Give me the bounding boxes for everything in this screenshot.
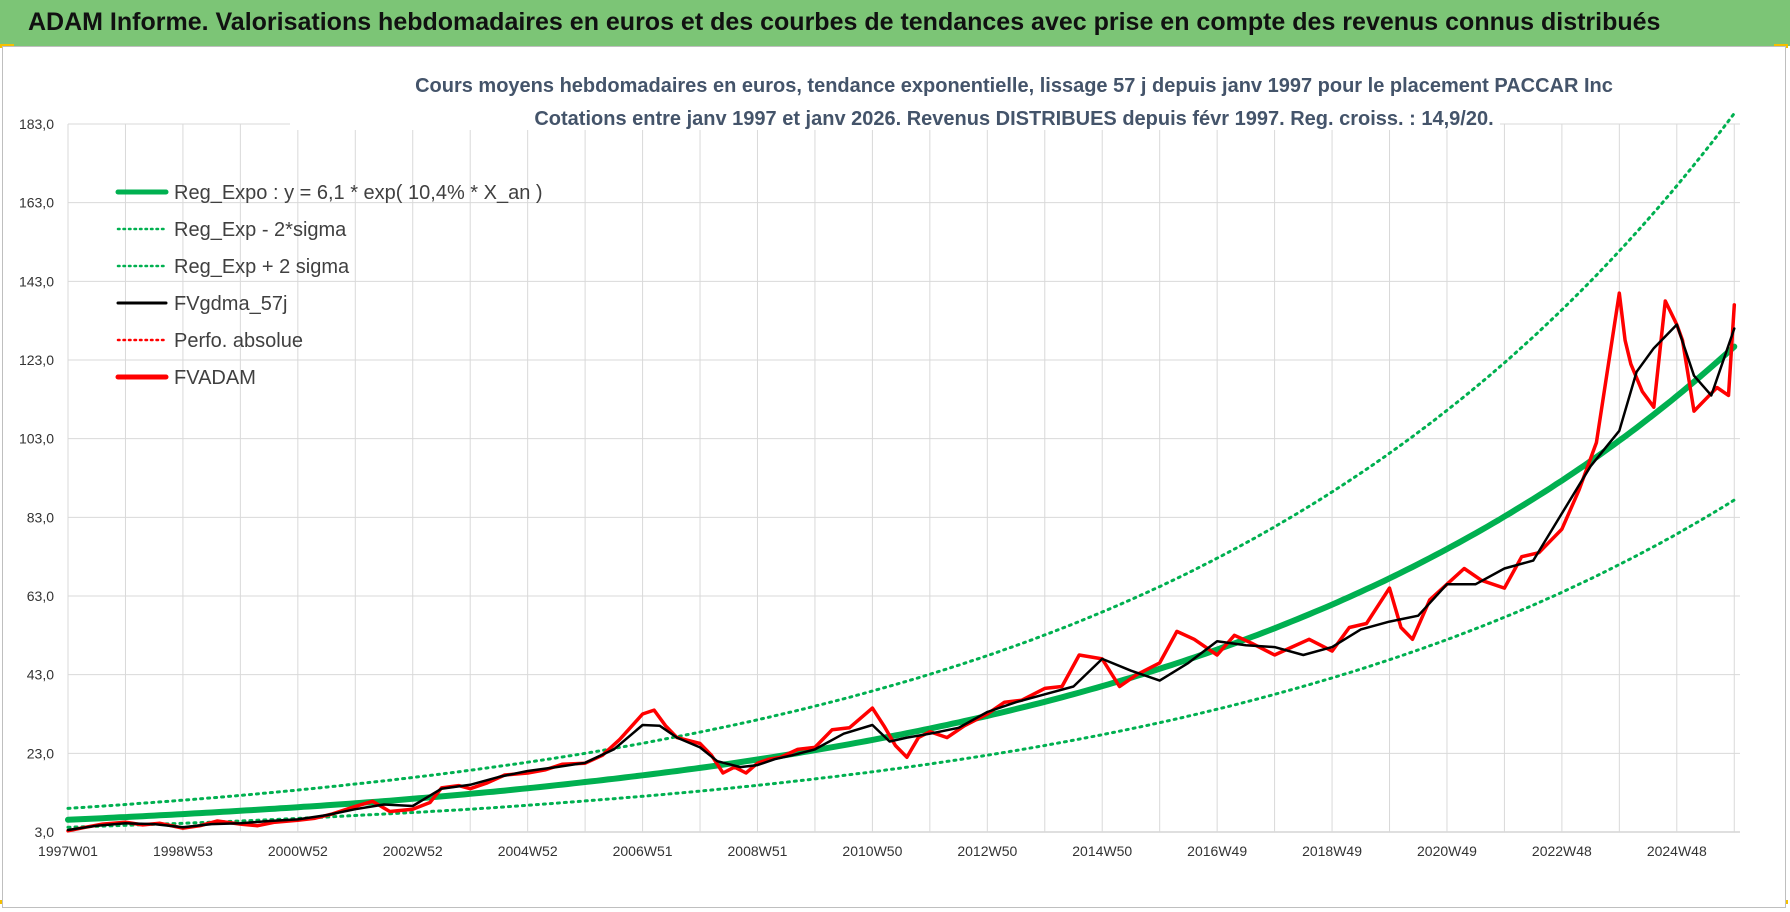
series	[65, 111, 1738, 833]
series-reg-exp-2-sigma-line	[66, 498, 1736, 829]
y-tick-label: 103,0	[19, 431, 54, 447]
title-background	[290, 66, 1500, 130]
y-tick-label: 3,0	[35, 824, 55, 840]
header-bar: ADAM Informe. Valorisations hebdomadaire…	[0, 0, 1790, 46]
x-tick-label: 2002W52	[383, 843, 443, 859]
x-tick-label: 2012W50	[957, 843, 1017, 859]
legend: Reg_Expo : y = 6,1 * exp( 10,4% * X_an )…	[115, 182, 543, 389]
y-axis-ticks: 3,0 23,0 43,0 63,0 83,0 103,0 123,0 143,0 163,0 1…	[19, 116, 54, 840]
y-tick-label: 63,0	[27, 588, 54, 604]
x-axis-ticks: 1997W01 1998W53 2000W52 2002W52 2004W52 2006W…	[38, 843, 1707, 859]
x-tick-label: 2022W48	[1532, 843, 1592, 859]
x-tick-label: 2018W49	[1302, 843, 1362, 859]
legend-label: FVgdma_57j	[174, 293, 287, 315]
page-title: ADAM Informe. Valorisations hebdomadaire…	[28, 8, 1661, 36]
y-tick-label: 83,0	[27, 509, 54, 525]
series-reg-exp-2-sigma-line	[66, 111, 1736, 810]
chart-subtitle: Cotations entre janv 1997 et janv 2026. …	[534, 108, 1493, 130]
x-tick-label: 2006W51	[613, 843, 673, 859]
y-tick-label: 163,0	[19, 195, 54, 211]
series-reg-expo-line	[65, 343, 1738, 823]
chart-title: Cours moyens hebdomadaires en euros, ten…	[415, 75, 1613, 97]
series-fvgdma-57j-line	[66, 323, 1736, 832]
chart-frame	[2, 46, 1786, 908]
legend-label: FVADAM	[174, 367, 256, 389]
x-tick-label: 2024W48	[1647, 843, 1707, 859]
series-fvadam-line	[66, 291, 1737, 833]
x-tick-label: 2004W52	[498, 843, 558, 859]
y-tick-label: 43,0	[27, 667, 54, 683]
y-tick-label: 123,0	[19, 352, 54, 368]
x-tick-label: 2010W50	[842, 843, 902, 859]
x-tick-label: 2020W49	[1417, 843, 1477, 859]
x-tick-label: 1998W53	[153, 843, 213, 859]
legend-label: Reg_Exp - 2*sigma	[174, 219, 347, 241]
x-tick-label: 2008W51	[728, 843, 788, 859]
x-tick-label: 1997W01	[38, 843, 98, 859]
x-tick-label: 2016W49	[1187, 843, 1247, 859]
y-tick-label: 23,0	[27, 745, 54, 761]
y-tick-label: 143,0	[19, 273, 54, 289]
x-tick-label: 2014W50	[1072, 843, 1132, 859]
x-tick-label: 2000W52	[268, 843, 328, 859]
legend-label: Reg_Expo : y = 6,1 * exp( 10,4% * X_an )	[174, 182, 543, 204]
legend-label: Reg_Exp + 2 sigma	[174, 256, 350, 278]
legend-label: Perfo. absolue	[174, 330, 303, 352]
y-tick-label: 183,0	[19, 116, 54, 132]
